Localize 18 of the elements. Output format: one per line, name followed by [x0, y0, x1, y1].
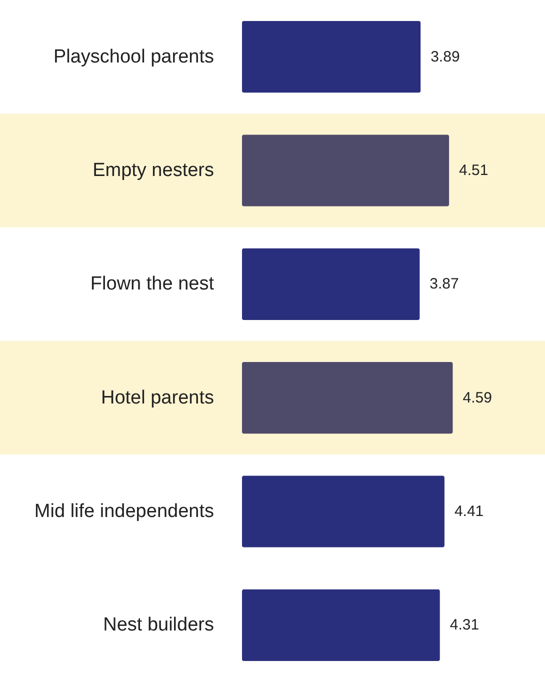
data-label: 3.87 [430, 276, 459, 293]
bar [242, 21, 421, 93]
bar [242, 362, 453, 434]
data-label: 4.41 [454, 503, 484, 520]
bar [242, 589, 440, 661]
data-label: 3.89 [430, 48, 460, 66]
bar [242, 476, 444, 548]
y-tick-label: Nest builders [103, 614, 214, 636]
y-tick-label: Hotel parents [100, 387, 214, 408]
y-tick-label: Mid life independents [34, 501, 214, 522]
y-tick-label: Playschool parents [53, 46, 214, 68]
bar [242, 248, 420, 320]
data-label: 4.31 [450, 616, 480, 634]
y-tick-label: Flown the nest [90, 274, 215, 295]
data-label: 4.51 [459, 162, 488, 179]
data-label: 4.59 [462, 389, 492, 406]
y-tick-label: Empty nesters [92, 160, 214, 181]
bar [242, 134, 450, 206]
